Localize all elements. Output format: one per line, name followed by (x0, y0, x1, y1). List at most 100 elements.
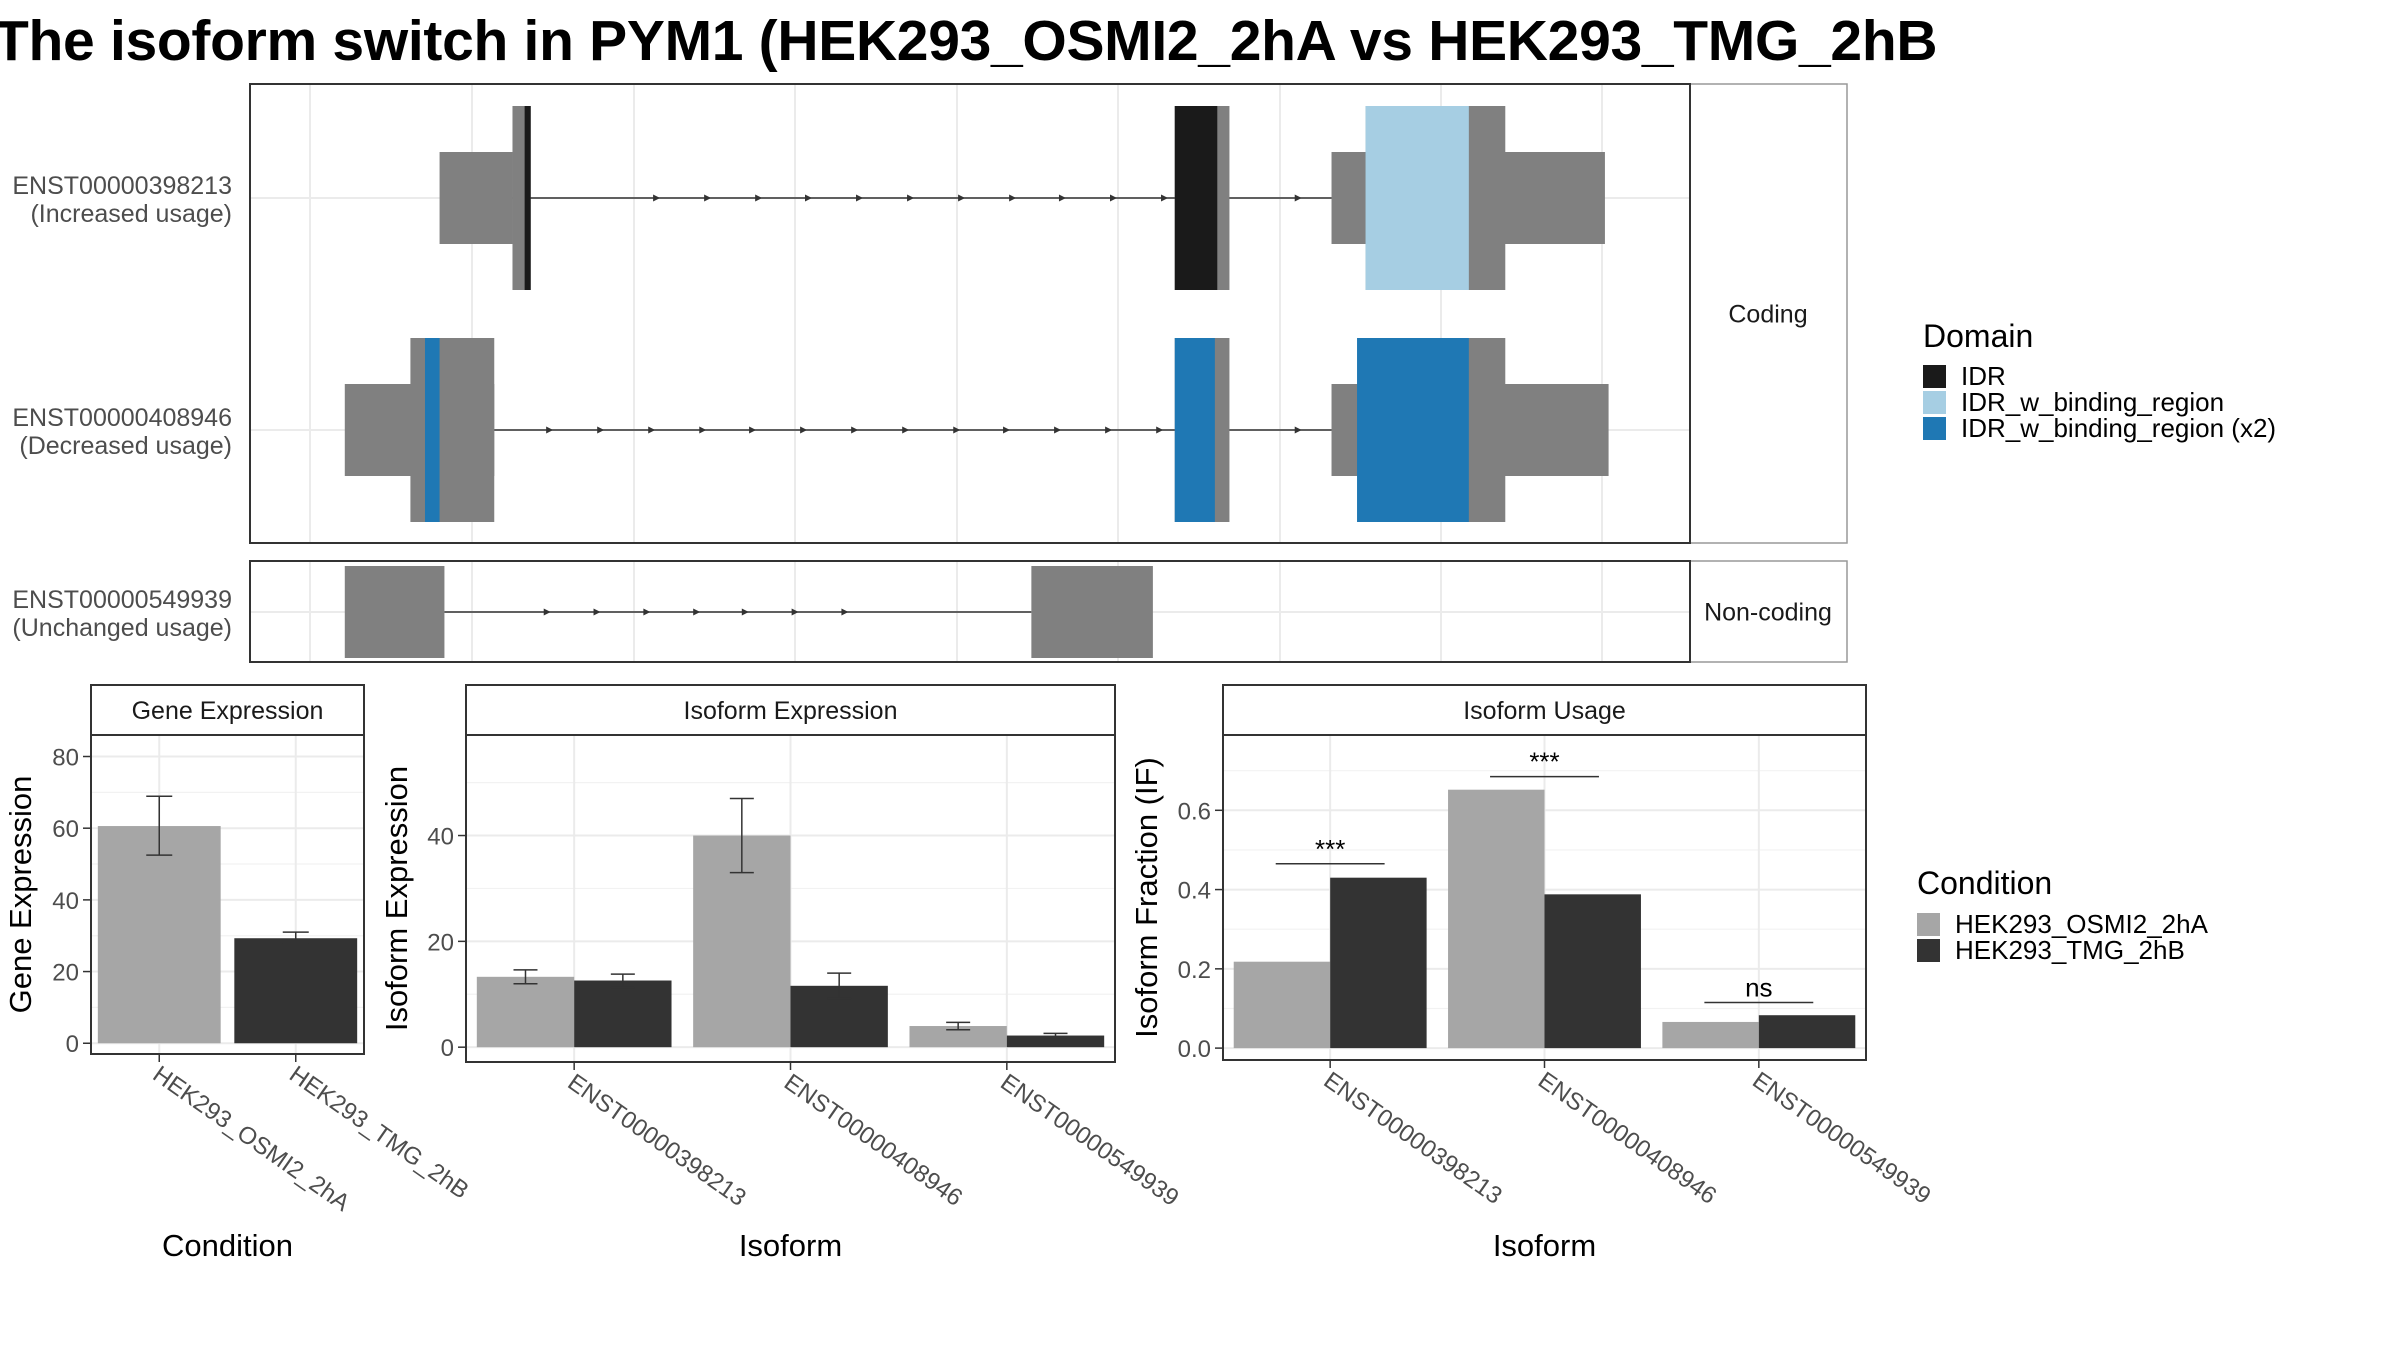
panel-title: Gene Expression (132, 697, 324, 725)
bar (97, 826, 221, 1044)
transcript-ENST00000408946: ENST00000408946(Decreased usage) (12, 338, 1609, 522)
legends: Domain IDRIDR_w_binding_regionIDR_w_bindi… (1917, 318, 2276, 965)
structure-panel-border (249, 83, 1691, 544)
strip-label-coding: Coding (1728, 301, 1807, 329)
panel-strip (465, 684, 1116, 736)
strip-box (1689, 83, 1848, 544)
x-tick-label: ENST00000549939 (995, 1069, 1183, 1212)
domain-legend-swatch (1923, 365, 1946, 388)
intron-arrow (648, 426, 656, 434)
intron-arrow (856, 194, 864, 202)
intron-arrow (1294, 194, 1302, 202)
x-axis-title: Isoform (739, 1228, 842, 1263)
intron-arrow (597, 426, 605, 434)
panel-title: Isoform Expression (684, 697, 898, 725)
intron-arrow (953, 426, 961, 434)
y-tick-label: 40 (427, 824, 454, 851)
intron-arrow (755, 194, 763, 202)
y-axis-title: Isoform Fraction (IF) (1129, 757, 1164, 1038)
y-tick-label: 0 (66, 1031, 79, 1058)
domain-legend-label: IDR (1961, 361, 2006, 391)
intron-arrow (546, 426, 554, 434)
intron-arrow (841, 608, 849, 616)
exon-utr (439, 152, 513, 244)
panel-border (90, 734, 365, 1055)
bar (1758, 1015, 1856, 1049)
domain-legend-label: IDR_w_binding_region (1961, 387, 2224, 417)
condition-legend-swatch (1917, 939, 1940, 962)
strip-label-noncoding: Non-coding (1704, 599, 1832, 627)
intron-arrow (653, 194, 661, 202)
bar (1233, 961, 1331, 1049)
intron-arrow (1054, 426, 1062, 434)
domain-idr-w-binding-region-x2 (1174, 338, 1215, 522)
main-title: The isoform switch in PYM1 (HEK293_OSMI2… (0, 9, 1938, 73)
domain-idr (524, 106, 531, 290)
y-tick-label: 80 (52, 745, 79, 772)
intron-arrow (693, 608, 701, 616)
transcript-usage-label: (Increased usage) (30, 200, 232, 228)
condition-legend-label: HEK293_TMG_2hB (1955, 935, 2185, 965)
intron-arrow (543, 608, 551, 616)
intron-arrow (907, 194, 915, 202)
bar (1544, 894, 1641, 1049)
transcript-usage-label: (Unchanged usage) (12, 614, 232, 642)
intron-arrow (1058, 194, 1066, 202)
intron-arrow (902, 426, 910, 434)
intron-arrow (1003, 426, 1011, 434)
y-tick-label: 0.4 (1178, 878, 1211, 905)
panel-strip (90, 684, 365, 736)
transcript-ENST00000398213: ENST00000398213(Increased usage) (12, 106, 1605, 290)
intron-arrow (593, 608, 601, 616)
y-tick-label: 0 (441, 1035, 454, 1062)
domain-idr-w-binding-region (1365, 106, 1469, 290)
exon-utr (1031, 566, 1153, 658)
x-axis-title: Isoform (1493, 1228, 1596, 1263)
intron-arrow (791, 608, 799, 616)
panel-strip (1222, 684, 1867, 736)
y-tick-label: 0.0 (1178, 1036, 1211, 1063)
y-tick-label: 0.6 (1178, 798, 1211, 825)
y-axis-title: Gene Expression (3, 776, 38, 1014)
intron-arrow (643, 608, 651, 616)
y-tick-label: 60 (52, 816, 79, 843)
x-tick-label: ENST00000398213 (1319, 1067, 1507, 1210)
intron-arrow (1110, 194, 1117, 202)
transcript-label: ENST00000549939 (12, 586, 232, 614)
significance-label: ns (1745, 973, 1772, 1003)
y-tick-label: 20 (427, 929, 454, 956)
significance-label: *** (1529, 747, 1559, 777)
exon-coding (410, 338, 495, 522)
y-tick-label: 20 (52, 960, 79, 987)
intron-arrow (749, 426, 757, 434)
intron-arrow (958, 194, 966, 202)
bar (1330, 877, 1427, 1049)
intron-arrow (741, 608, 749, 616)
exon-utr (344, 566, 445, 658)
transcript-ENST00000549939: ENST00000549939(Unchanged usage) (12, 566, 1153, 658)
intron-arrow (1156, 426, 1164, 434)
intron-arrow (800, 426, 808, 434)
y-tick-label: 0.2 (1178, 957, 1211, 984)
structure-panel-border (249, 560, 1691, 663)
transcript-label: ENST00000398213 (12, 172, 232, 200)
x-tick-label: ENST00000398213 (563, 1069, 751, 1212)
intron-arrow (1105, 426, 1113, 434)
x-tick-label: ENST00000408946 (779, 1069, 967, 1212)
condition-legend-title: Condition (1917, 865, 2052, 901)
domain-legend-swatch (1923, 417, 1946, 440)
x-tick-label: ENST00000549939 (1747, 1067, 1935, 1210)
bar (574, 980, 672, 1048)
transcript-structure-panel: Coding Non-coding ENST00000398213(Increase… (12, 83, 1848, 663)
bar (1448, 789, 1545, 1049)
bar (909, 1026, 1007, 1048)
intron-arrow (1161, 194, 1169, 202)
intron-arrow (699, 426, 707, 434)
domain-idr-w-binding-region-x2 (424, 338, 440, 522)
bar (476, 976, 575, 1048)
panel-title: Isoform Usage (1463, 697, 1626, 725)
bar (1006, 1035, 1105, 1048)
transcript-label: ENST00000408946 (12, 404, 232, 432)
